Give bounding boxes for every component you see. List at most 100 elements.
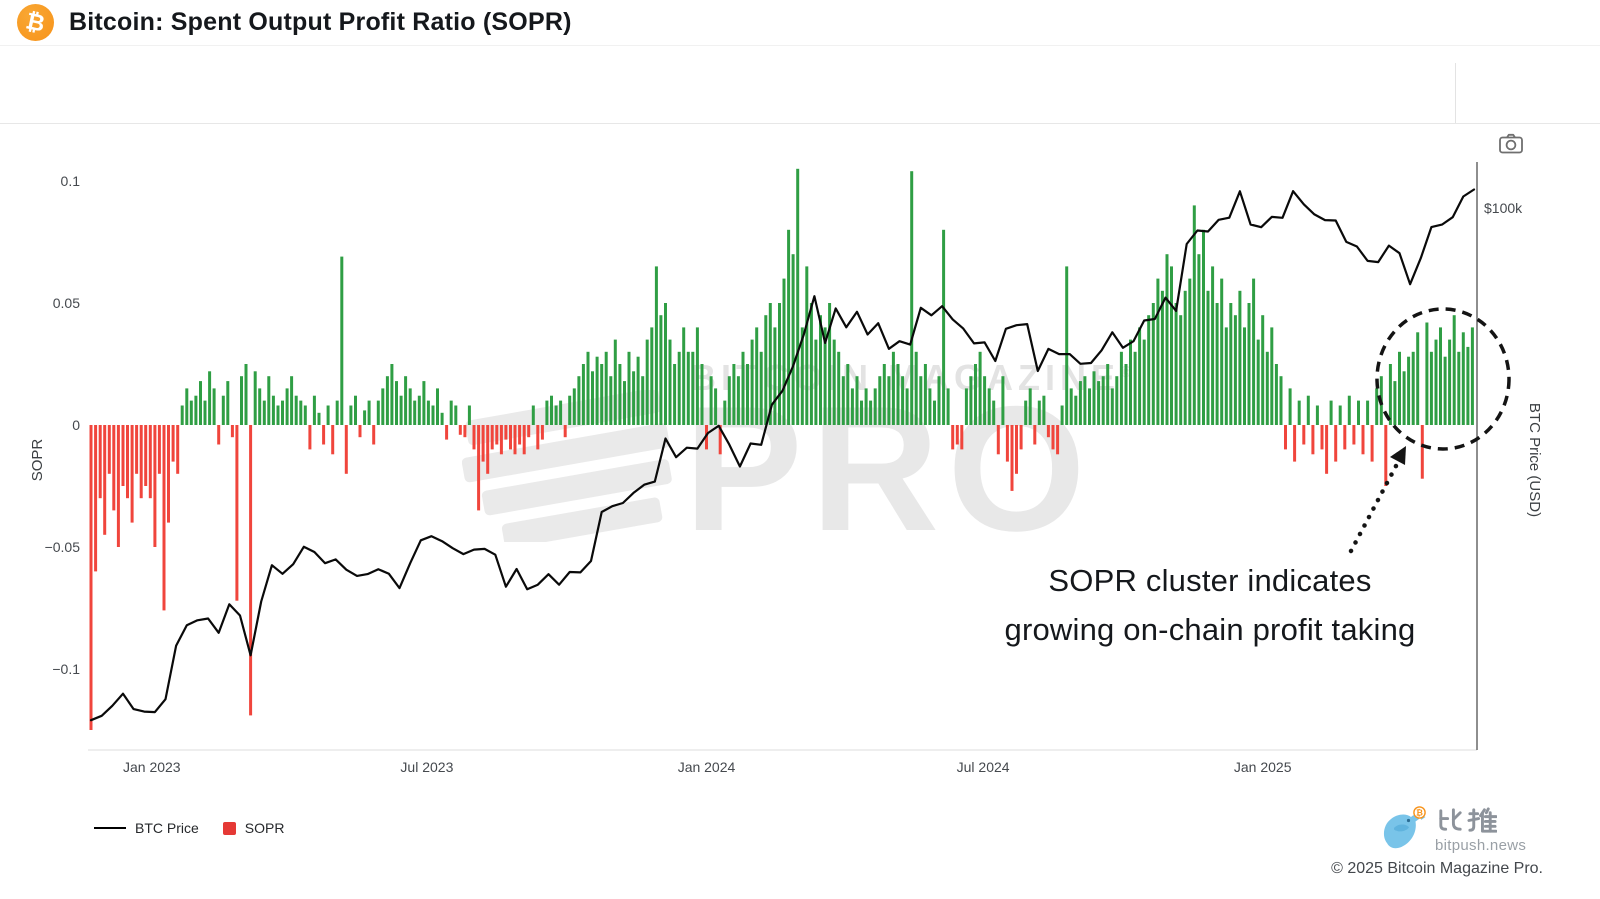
sopr-bar: [267, 376, 271, 425]
sopr-bar: [1147, 315, 1151, 425]
sopr-bar: [659, 315, 663, 425]
sopr-bar: [130, 425, 134, 523]
sopr-bar: [1284, 425, 1287, 450]
sopr-bar: [107, 425, 111, 474]
sopr-bar: [153, 425, 157, 547]
sopr-bar: [194, 395, 198, 425]
legend-item-btc-price[interactable]: BTC Price: [94, 820, 199, 836]
svg-text:Jan 2023: Jan 2023: [123, 759, 181, 775]
sopr-bar: [527, 425, 531, 438]
sopr-bar: [559, 400, 563, 425]
sopr-bar: [609, 376, 613, 425]
sopr-bar: [746, 364, 749, 425]
sopr-bar: [919, 376, 923, 425]
sopr-bar: [1274, 364, 1278, 425]
sopr-bar: [1115, 376, 1119, 425]
sopr-bar: [1425, 322, 1429, 425]
sopr-bar: [987, 388, 991, 425]
camera-icon[interactable]: [1492, 128, 1530, 162]
sopr-bar: [1224, 327, 1228, 425]
annotation-circle: [1375, 307, 1511, 451]
sopr-bar: [855, 376, 859, 425]
sopr-bar: [1133, 351, 1137, 425]
sopr-bar: [230, 425, 234, 438]
sopr-bar: [736, 376, 740, 425]
sopr-bar: [180, 405, 184, 425]
sopr-bar: [1238, 290, 1242, 425]
sopr-bar: [1457, 351, 1461, 425]
sopr-bar: [226, 381, 230, 425]
svg-text:−0.05: −0.05: [45, 539, 81, 555]
sopr-bar: [235, 425, 239, 601]
sopr-bar: [668, 339, 672, 425]
bitcoin-symbol: ₿: [23, 7, 48, 37]
legend-item-sopr[interactable]: SOPR: [222, 820, 284, 836]
sopr-bar: [1407, 356, 1411, 425]
sopr-bar: [1311, 425, 1315, 455]
sopr-bar: [996, 425, 1000, 455]
sopr-bar: [258, 388, 262, 425]
sopr-bar: [700, 364, 704, 425]
svg-text:0.05: 0.05: [53, 295, 80, 311]
page-header: ₿ Bitcoin: Spent Output Profit Ratio (SO…: [0, 0, 1600, 46]
sopr-bar: [791, 254, 795, 425]
sopr-bar: [116, 425, 120, 547]
page-title: Bitcoin: Spent Output Profit Ratio (SOPR…: [69, 8, 572, 36]
svg-text:0: 0: [72, 417, 80, 433]
sopr-bar: [846, 364, 850, 425]
sopr-bar: [1078, 381, 1082, 425]
sopr-bar: [1165, 254, 1169, 425]
sopr-bar: [1083, 376, 1087, 425]
sopr-bar: [285, 388, 289, 425]
sopr-bar: [905, 388, 909, 425]
sopr-bar: [1028, 388, 1032, 425]
sopr-bar: [404, 376, 408, 425]
sopr-bar: [860, 400, 863, 425]
sopr-bar: [1256, 339, 1260, 425]
bitpush-brand: ₿: [1378, 806, 1526, 854]
sopr-bar: [1334, 425, 1338, 462]
svg-text:₿: ₿: [1416, 808, 1423, 818]
sopr-bar: [673, 364, 677, 425]
sopr-bar: [1288, 388, 1292, 425]
sopr-bar: [1060, 405, 1064, 425]
sopr-bar: [891, 351, 895, 425]
sopr-bar: [167, 425, 170, 523]
sopr-bar: [600, 364, 604, 425]
sopr-bar: [591, 371, 594, 425]
sopr-bar: [1452, 315, 1456, 425]
left-axis-title: SOPR: [29, 439, 46, 482]
sopr-bar: [1466, 346, 1470, 425]
sopr-bar: [650, 327, 654, 425]
x-axis-ticks: Jan 2023 Jul 2023 Jan 2024 Jul 2024 Jan 2025: [123, 759, 1292, 775]
sopr-bar: [1074, 395, 1078, 425]
sopr-bar: [395, 381, 398, 425]
sopr-bar: [723, 400, 727, 425]
sopr-bar: [1252, 278, 1256, 425]
sopr-bar: [741, 351, 745, 425]
sopr-bar: [759, 351, 763, 425]
sopr-bar: [632, 371, 636, 425]
toolbar-divider: [1455, 63, 1456, 123]
sopr-bar: [1343, 425, 1347, 450]
sopr-bar: [390, 364, 394, 425]
sopr-bar: [604, 351, 608, 425]
sopr-bars[interactable]: [89, 168, 1474, 730]
btc-price-line[interactable]: [89, 188, 1476, 722]
sopr-bar: [354, 395, 357, 425]
sopr-bar: [349, 405, 353, 425]
sopr-bar: [1439, 327, 1442, 425]
sopr-bar: [477, 425, 481, 511]
sopr-bar: [677, 351, 681, 425]
sopr-bar: [823, 327, 827, 425]
sopr-bar: [240, 376, 243, 425]
sopr-bar: [189, 400, 193, 425]
bitcoin-logo-icon: ₿: [17, 4, 54, 41]
sopr-bar: [1448, 339, 1452, 425]
sopr-bar: [572, 388, 576, 425]
sopr-bar: [896, 364, 900, 425]
sopr-bar: [1069, 388, 1073, 425]
sopr-swatch: [222, 821, 236, 835]
sopr-bar: [208, 371, 212, 425]
